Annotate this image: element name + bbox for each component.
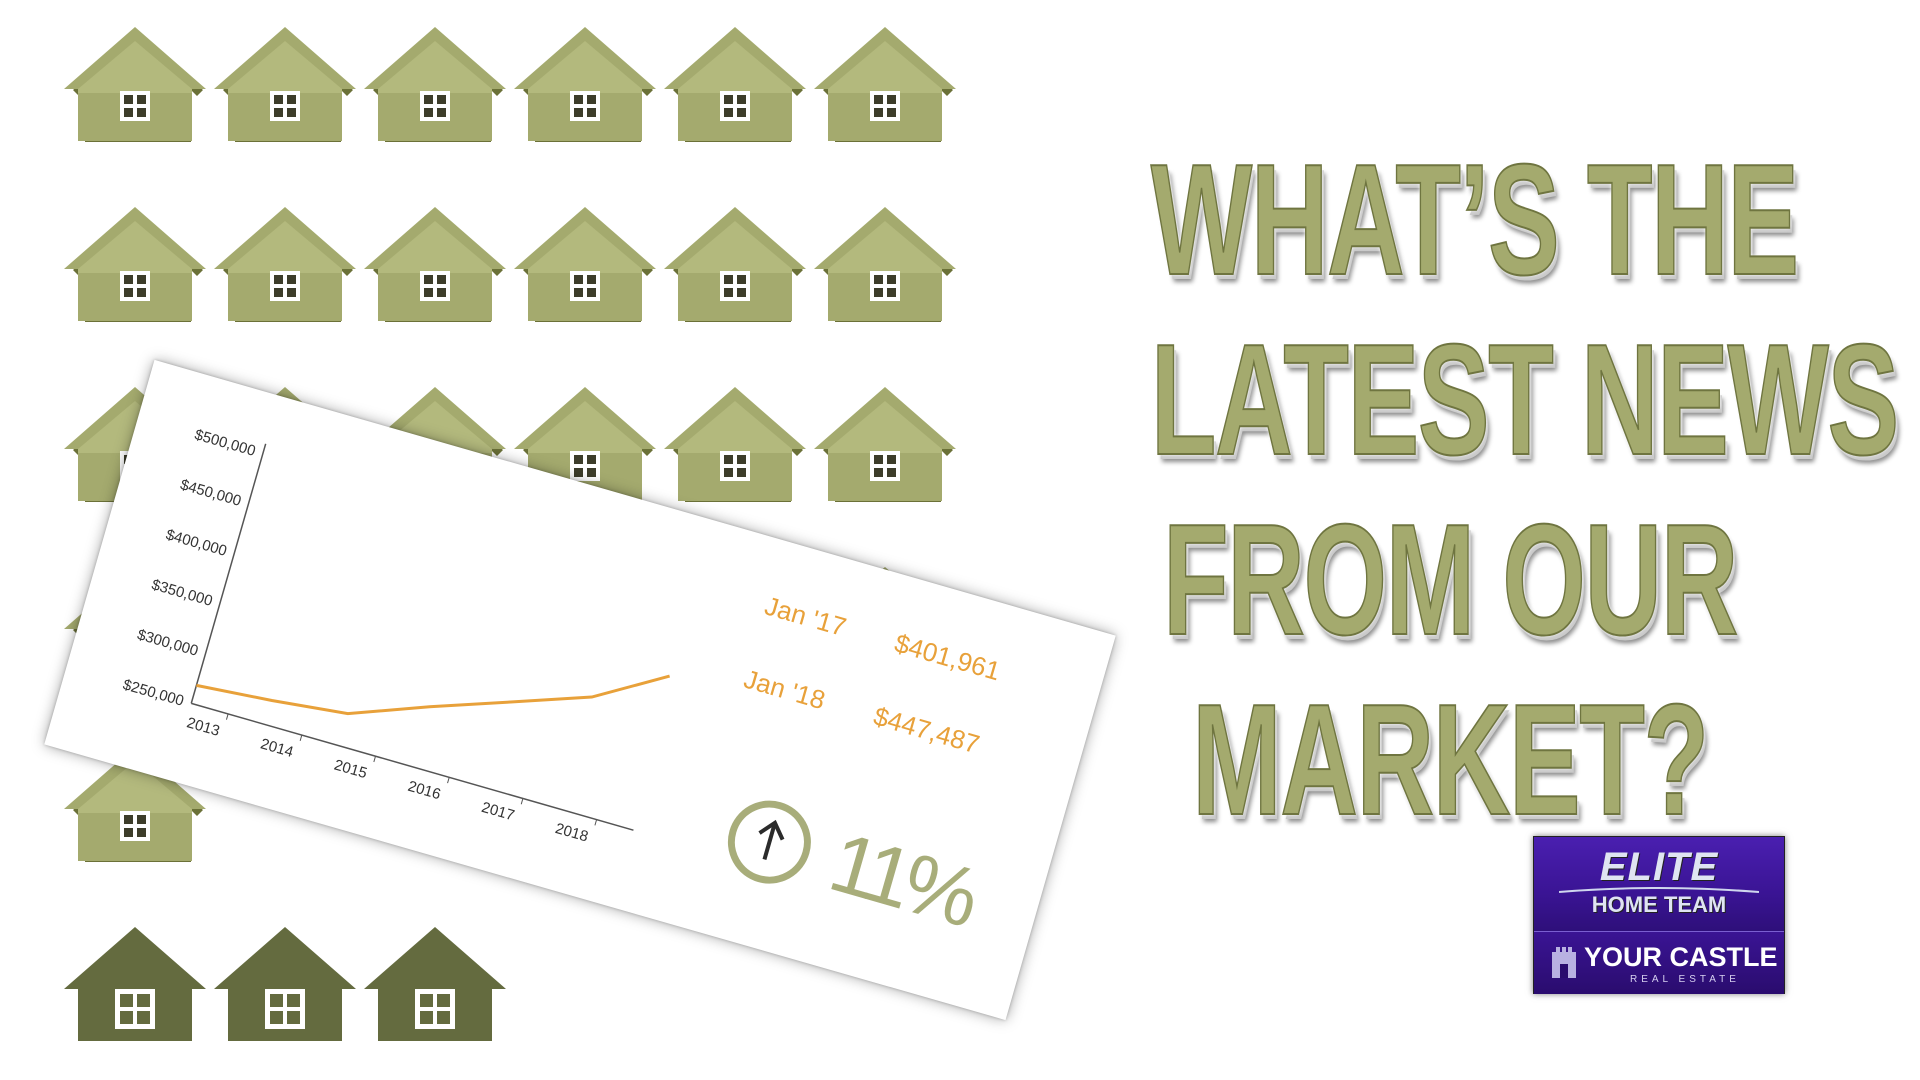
house-icon [514,27,656,142]
price-line-chart: $500,000 $450,000 $400,000 $350,000 $300,000… [121,426,671,846]
logo-top-panel: ELITE HOME TEAM [1534,837,1784,931]
house-icon [664,387,806,502]
house-icon-dark [64,927,206,1041]
x-tick-mark [447,777,450,784]
logo-your-castle-text: YOUR CASTLE [1584,942,1778,972]
x-tick-mark [373,756,376,763]
house-icon [364,207,506,322]
house-icon [514,207,656,322]
headline: WHAT’S THE LATEST NEWS FROM OUR MARKET? [1150,130,1900,850]
x-tick-mark [594,819,598,826]
y-tick-label: $450,000 [178,476,243,510]
y-tick-label: $400,000 [164,526,229,560]
price-series-line [196,674,671,716]
headline-line-4: MARKET? [1191,671,1709,849]
house-icon [664,207,806,322]
headline-line-1: WHAT’S THE [1150,131,1800,309]
y-axis-line [190,443,267,704]
x-tick-label: 2015 [332,757,369,783]
castle-icon [1552,947,1576,978]
y-tick-label: $500,000 [193,426,258,460]
x-axis-line [191,702,634,831]
logo-bottom-panel: YOUR CASTLE REAL ESTATE [1534,931,1784,994]
headline-line-2: LATEST NEWS [1150,311,1900,489]
house-icon [214,207,356,322]
swoosh-icon [1559,887,1759,893]
x-tick-mark [520,798,524,805]
logo-home-team-text: HOME TEAM [1591,892,1727,917]
headline-line-3: FROM OUR [1162,491,1739,669]
price-chart-card: $500,000 $450,000 $400,000 $350,000 $300,000… [44,359,1116,1021]
house-icon [814,207,956,322]
house-icon [814,27,956,142]
x-tick-label: 2013 [185,714,222,740]
x-tick-label: 2016 [406,778,443,804]
x-tick-label: 2014 [258,735,295,761]
x-tick-mark [299,734,303,741]
x-tick-mark [225,713,229,720]
up-arrow-circle-icon [727,800,811,884]
y-tick-label: $350,000 [150,576,215,610]
house-icon [64,207,206,322]
house-icon [664,27,806,142]
y-tick-label: $250,000 [121,676,186,710]
house-icon-dark [214,927,356,1041]
logo-real-estate-text: REAL ESTATE [1630,974,1740,985]
x-tick-label: 2018 [553,820,590,846]
house-icon [814,387,956,502]
x-tick-label: 2017 [480,799,517,825]
house-icon-dark [364,927,506,1041]
logo-elite-text: ELITE [1599,845,1719,889]
house-icon [364,27,506,142]
elite-home-team-logo: ELITE HOME TEAM YOUR CASTLE REAL ESTATE [1533,836,1785,994]
house-icon [64,27,206,142]
y-tick-label: $300,000 [135,626,200,660]
house-icon [214,27,356,142]
